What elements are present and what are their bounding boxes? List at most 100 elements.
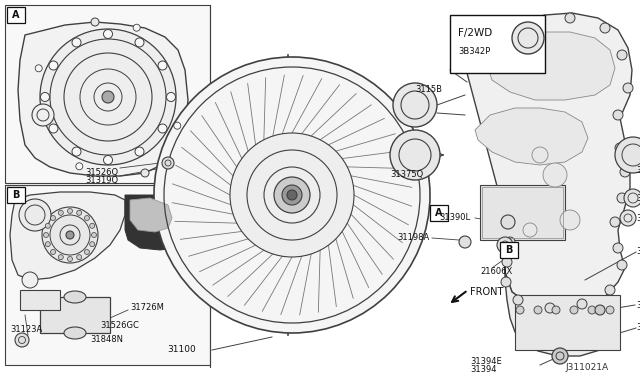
Circle shape — [282, 185, 302, 205]
Circle shape — [76, 163, 83, 170]
Circle shape — [44, 232, 49, 237]
Circle shape — [72, 147, 81, 156]
Bar — [500, 242, 518, 258]
Text: 31394E: 31394E — [470, 357, 502, 366]
Polygon shape — [467, 13, 632, 310]
Circle shape — [67, 257, 72, 262]
Circle shape — [58, 210, 63, 215]
Circle shape — [615, 137, 640, 173]
Circle shape — [501, 215, 515, 229]
Circle shape — [15, 333, 29, 347]
Circle shape — [230, 133, 354, 257]
Circle shape — [617, 260, 627, 270]
Text: 31394: 31394 — [470, 366, 497, 372]
Circle shape — [67, 208, 72, 214]
Circle shape — [45, 223, 51, 228]
Text: 3B342Q: 3B342Q — [636, 166, 640, 174]
Text: 31390L: 31390L — [439, 214, 470, 222]
Circle shape — [58, 255, 63, 260]
Circle shape — [620, 210, 636, 226]
Text: FRONT: FRONT — [470, 287, 504, 297]
Circle shape — [565, 13, 575, 23]
Bar — [480, 185, 565, 240]
Circle shape — [35, 65, 42, 72]
Circle shape — [274, 177, 310, 213]
Circle shape — [166, 93, 175, 102]
Circle shape — [610, 217, 620, 227]
Circle shape — [617, 50, 627, 60]
Circle shape — [613, 243, 623, 253]
Bar — [482, 187, 563, 238]
Ellipse shape — [64, 327, 86, 339]
Text: 31198A: 31198A — [397, 234, 430, 243]
Text: 31526Q: 31526Q — [85, 169, 118, 177]
Circle shape — [104, 155, 113, 164]
Circle shape — [102, 91, 114, 103]
Bar — [515, 295, 620, 350]
Polygon shape — [130, 198, 172, 232]
Circle shape — [158, 61, 167, 70]
Circle shape — [287, 190, 297, 200]
Text: 31319Q: 31319Q — [85, 176, 118, 186]
Circle shape — [40, 93, 49, 102]
Circle shape — [623, 83, 633, 93]
Circle shape — [505, 237, 515, 247]
Circle shape — [162, 157, 174, 169]
Circle shape — [617, 193, 627, 203]
Text: 31526GC: 31526GC — [100, 321, 139, 330]
Circle shape — [22, 272, 38, 288]
Circle shape — [502, 257, 512, 267]
Circle shape — [49, 61, 58, 70]
Circle shape — [516, 306, 524, 314]
Bar — [430, 205, 448, 221]
Text: A: A — [12, 10, 20, 20]
Bar — [40, 297, 110, 333]
Circle shape — [104, 29, 113, 38]
Text: A: A — [435, 208, 443, 218]
Circle shape — [525, 17, 535, 27]
Circle shape — [393, 83, 437, 127]
Circle shape — [77, 255, 82, 260]
Text: 31390: 31390 — [636, 324, 640, 333]
Text: B: B — [12, 190, 20, 200]
Circle shape — [90, 242, 95, 247]
Polygon shape — [475, 108, 588, 165]
Text: 31123A: 31123A — [10, 326, 42, 334]
Circle shape — [512, 22, 544, 54]
Circle shape — [90, 223, 95, 228]
Circle shape — [51, 215, 56, 221]
Circle shape — [545, 303, 555, 313]
Circle shape — [497, 237, 513, 253]
Text: 21606X: 21606X — [480, 267, 512, 276]
Circle shape — [552, 306, 560, 314]
Circle shape — [480, 43, 490, 53]
Polygon shape — [505, 260, 620, 356]
Bar — [7, 187, 25, 203]
Circle shape — [595, 305, 605, 315]
Text: 31375Q: 31375Q — [390, 170, 423, 180]
Circle shape — [552, 348, 568, 364]
Bar — [450, 15, 545, 73]
Circle shape — [32, 104, 54, 126]
Circle shape — [577, 299, 587, 309]
Circle shape — [613, 110, 623, 120]
Circle shape — [84, 250, 90, 254]
Polygon shape — [125, 195, 188, 250]
Circle shape — [84, 215, 90, 221]
Bar — [5, 185, 210, 365]
Circle shape — [534, 306, 542, 314]
Circle shape — [588, 306, 596, 314]
Circle shape — [135, 147, 144, 156]
Circle shape — [501, 277, 511, 287]
Circle shape — [77, 210, 82, 215]
Circle shape — [570, 306, 578, 314]
Circle shape — [174, 122, 180, 129]
Text: B: B — [506, 245, 513, 255]
Circle shape — [158, 124, 167, 133]
Circle shape — [40, 29, 176, 165]
Ellipse shape — [64, 291, 86, 303]
Text: 31124A: 31124A — [636, 301, 640, 310]
Circle shape — [543, 163, 567, 187]
Circle shape — [92, 232, 97, 237]
Circle shape — [45, 242, 51, 247]
